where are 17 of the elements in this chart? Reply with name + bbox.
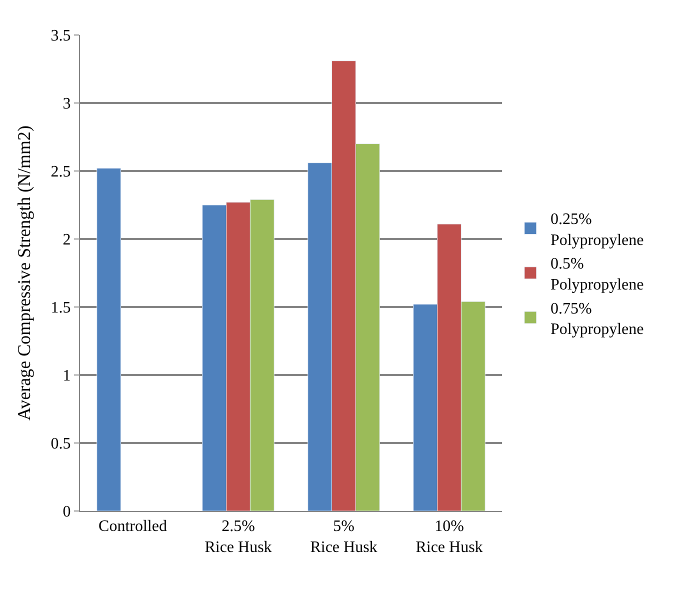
y-tick-label: 2.5 [50, 164, 71, 181]
x-tick-label: Controlled [98, 518, 167, 536]
y-tick-label: 2 [62, 232, 71, 249]
x-tick-label: 10% Rice Husk [416, 518, 483, 556]
legend-label: 0.25% Polypropylene [550, 211, 644, 249]
y-tick-label: 0 [62, 504, 71, 521]
y-tick-label: 0.5 [50, 436, 71, 453]
y-tick-label: 3.5 [50, 28, 71, 45]
y-tick-label: 1 [62, 368, 71, 385]
y-axis-title: Average Compressive Strength (N/mm2) [14, 125, 34, 421]
x-tick-label: 2.5% Rice Husk [204, 518, 272, 556]
legend-label: 0.5% Polypropylene [550, 256, 644, 294]
bar [96, 168, 122, 511]
legend-label: 0.75% Polypropylene [550, 300, 644, 338]
x-tick-label: 5% Rice Husk [310, 518, 378, 556]
y-tick-label: 1.5 [50, 300, 71, 317]
y-tick-label: 3 [62, 96, 71, 113]
